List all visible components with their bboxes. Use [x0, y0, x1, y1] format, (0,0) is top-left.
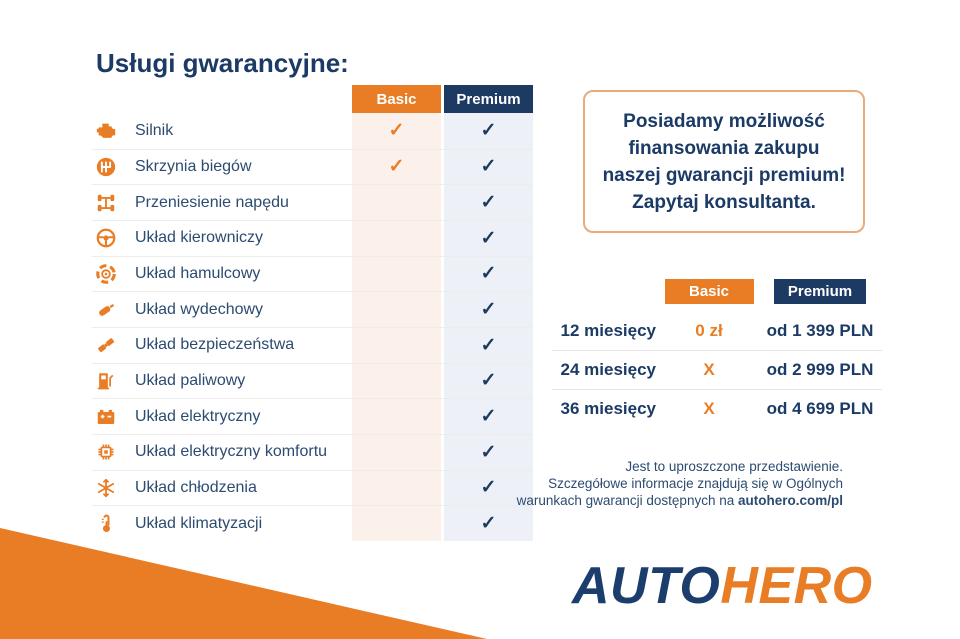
financing-promo-box: Posiadamy możliwość finansowania zakupu …: [583, 90, 865, 233]
row-label: Układ hamulcowy: [135, 264, 261, 282]
pricing-row: 24 miesięcy X od 2 999 PLN: [552, 350, 882, 389]
pricing-row: 36 miesięcy X od 4 699 PLN: [552, 389, 882, 428]
period-label: 24 miesięcy: [560, 360, 656, 379]
basic-checkmark-icon: ✓: [388, 156, 405, 178]
autohero-url-link[interactable]: autohero.com/pl: [737, 493, 843, 508]
table-row: Układ hamulcowy ✓ ✓: [92, 255, 533, 292]
basic-price-value: 0 zł: [695, 320, 723, 340]
premium-checkmark-icon: ✓: [480, 370, 497, 392]
premium-checkmark-icon: ✓: [480, 334, 497, 356]
seatbelt-icon: [94, 333, 118, 357]
basic-checkmark-icon: ✓: [388, 120, 405, 142]
table-row: Układ paliwowy ✓ ✓: [92, 362, 533, 399]
promo-text-line: Posiadamy możliwość: [623, 110, 825, 132]
pricing-table: Basic Premium 12 miesięcy 0 zł od 1 399 …: [552, 279, 882, 428]
steering-wheel-icon: [94, 226, 118, 250]
row-label: Układ elektryczny komfortu: [135, 443, 328, 461]
premium-checkmark-icon: ✓: [480, 192, 497, 214]
snowflake-icon: [94, 476, 118, 500]
premium-checkmark-icon: ✓: [480, 299, 497, 321]
autohero-logo: AUTOHERO: [572, 556, 873, 616]
thermometer-icon: [94, 512, 118, 536]
premium-price-header: Premium: [774, 279, 866, 304]
logo-text-auto: AUTO: [572, 557, 721, 615]
premium-checkmark-icon: ✓: [480, 513, 497, 535]
row-label: Silnik: [135, 121, 174, 139]
row-label: Układ chłodzenia: [135, 478, 257, 496]
row-label: Skrzynia biegów: [135, 157, 252, 175]
basic-price-value: X: [703, 399, 715, 418]
period-label: 36 miesięcy: [560, 399, 656, 418]
premium-price-value: od 1 399 PLN: [766, 320, 874, 340]
exhaust-icon: [94, 298, 118, 322]
footnote-line: Szczegółowe informacje znajdują się w Og…: [548, 476, 843, 491]
disclaimer-footnote: Jest to uproszczone przedstawienie. Szcz…: [517, 458, 843, 509]
table-row: Układ elektryczny komfortu ✓ ✓: [92, 433, 533, 470]
row-label: Układ klimatyzacji: [135, 514, 263, 532]
premium-checkmark-icon: ✓: [480, 156, 497, 178]
brake-disc-icon: [94, 262, 118, 286]
promo-text-line: Zapytaj konsultanta.: [632, 191, 816, 213]
premium-checkmark-icon: ✓: [480, 406, 497, 428]
premium-column-header: Premium: [444, 85, 533, 113]
engine-icon: [94, 119, 118, 143]
pricing-row: 12 miesięcy 0 zł od 1 399 PLN: [552, 311, 882, 350]
premium-checkmark-icon: ✓: [480, 441, 497, 463]
basic-column-header: Basic: [352, 85, 441, 113]
table-row: Układ wydechowy ✓ ✓: [92, 291, 533, 327]
table-row: Układ klimatyzacji ✓ ✓: [92, 505, 533, 541]
table-row: Silnik ✓ ✓: [92, 113, 533, 149]
row-label: Układ elektryczny: [135, 407, 261, 425]
battery-icon: [94, 405, 118, 429]
premium-checkmark-icon: ✓: [480, 227, 497, 249]
table-row: Układ chłodzenia ✓ ✓: [92, 469, 533, 506]
warranty-comparison-table: Basic Premium Silnik ✓ ✓: [92, 85, 533, 541]
fuel-pump-icon: [94, 369, 118, 393]
logo-text-hero: HERO: [720, 557, 873, 615]
premium-checkmark-icon: ✓: [480, 263, 497, 285]
premium-checkmark-icon: ✓: [480, 477, 497, 499]
row-label: Układ bezpieczeństwa: [135, 336, 295, 354]
period-label: 12 miesięcy: [560, 320, 656, 340]
page-title: Usługi gwarancyjne:: [96, 48, 349, 78]
basic-price-value: X: [703, 360, 715, 379]
gearbox-icon: [94, 155, 118, 179]
basic-price-header: Basic: [664, 279, 754, 304]
premium-price-value: od 2 999 PLN: [766, 360, 874, 379]
comparison-table-header: Basic Premium: [92, 85, 533, 113]
row-label: Przeniesienie napędu: [135, 193, 289, 211]
promo-text-line: naszej gwarancji premium!: [602, 164, 846, 186]
orange-corner-triangle: [0, 528, 487, 639]
row-label: Układ kierowniczy: [135, 229, 264, 247]
footnote-line-prefix: warunkach gwarancji dostępnych na: [516, 493, 738, 508]
table-row: Układ bezpieczeństwa ✓ ✓: [92, 326, 533, 363]
promo-text-line: finansowania zakupu: [628, 137, 820, 159]
row-label: Układ wydechowy: [135, 300, 264, 318]
pricing-table-header: Basic Premium: [552, 279, 882, 304]
premium-price-value: od 4 699 PLN: [766, 399, 874, 418]
row-label: Układ paliwowy: [135, 371, 246, 389]
footnote-line: warunkach gwarancji dostępnych na autohe…: [517, 492, 843, 509]
table-row: Przeniesienie napędu ✓ ✓: [92, 184, 533, 220]
premium-checkmark-icon: ✓: [480, 120, 497, 142]
chip-icon: [94, 440, 118, 464]
table-row: Skrzynia biegów ✓ ✓: [92, 148, 533, 185]
drivetrain-icon: [94, 191, 118, 215]
table-row: Układ elektryczny ✓ ✓: [92, 398, 533, 434]
footnote-line: Jest to uproszczone przedstawienie.: [625, 459, 843, 474]
table-row: Układ kierowniczy ✓ ✓: [92, 219, 533, 256]
